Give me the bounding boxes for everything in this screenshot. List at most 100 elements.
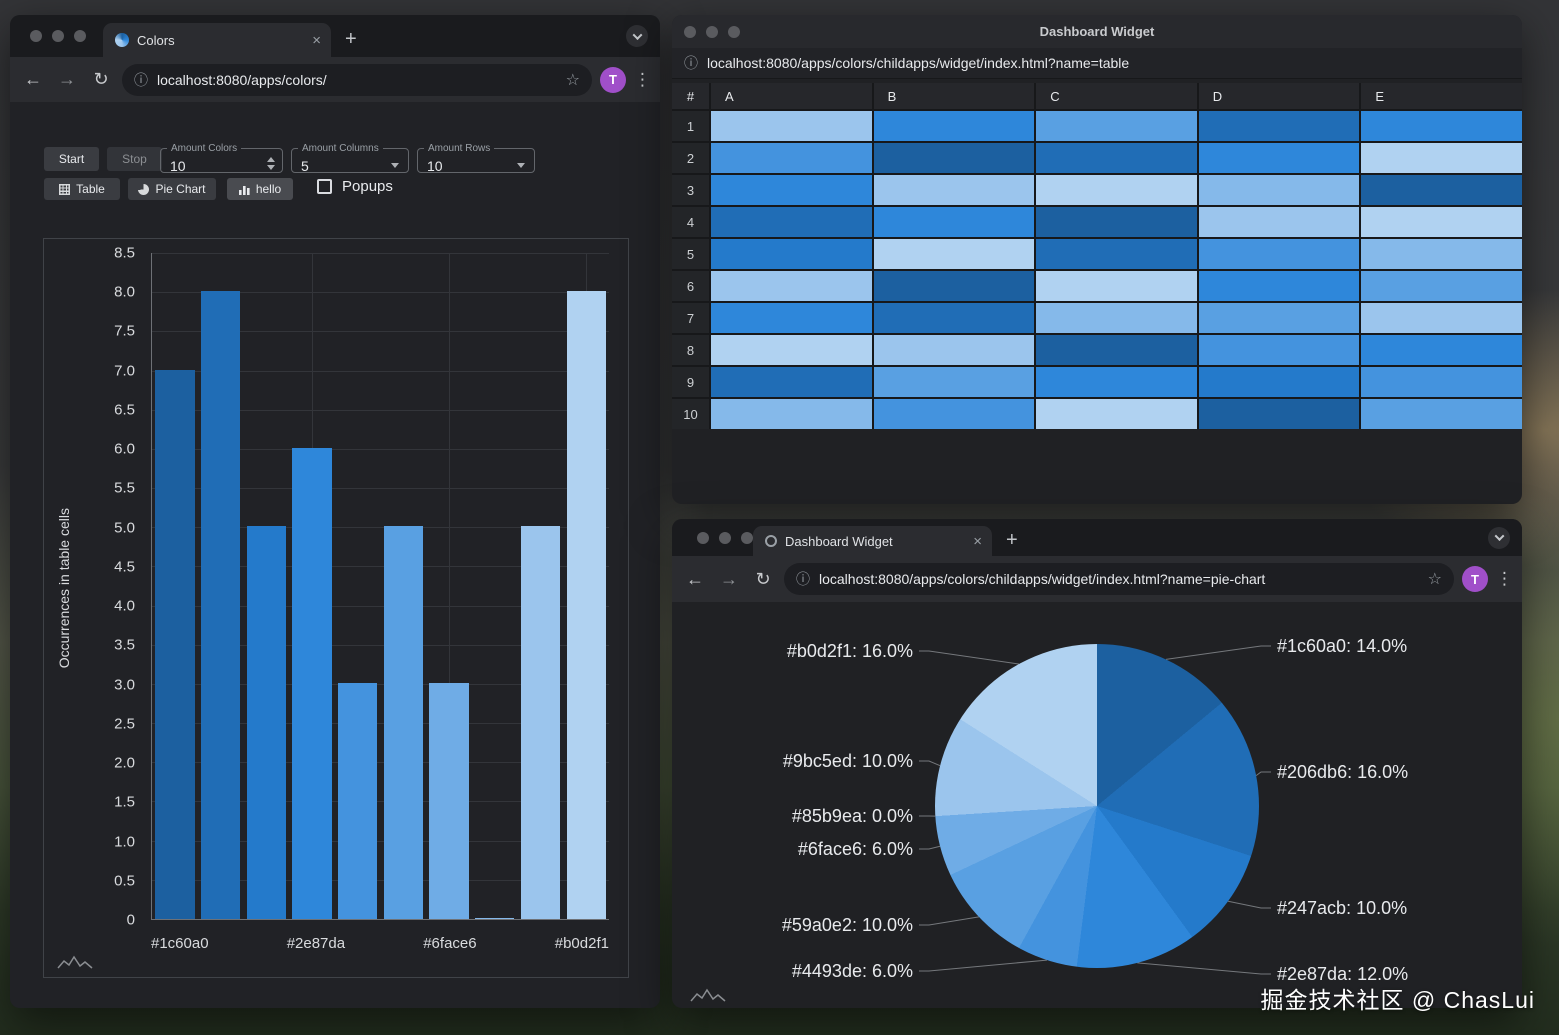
- row-number-cell: 9: [672, 367, 709, 397]
- bar-slot: [198, 253, 244, 919]
- row-number-cell: 6: [672, 271, 709, 301]
- y-axis-tick-labels: 0 0.5 1.0 1.5 2.0 2.5 3.0 3.5 4.0 4.5 5.0 5.5 6.0 6.5…: [44, 245, 143, 929]
- close-window-button[interactable]: [30, 30, 42, 42]
- dropdown-arrow-icon[interactable]: [391, 163, 399, 168]
- maximize-window-button[interactable]: [741, 531, 753, 544]
- back-button[interactable]: ←: [686, 568, 704, 589]
- y-axis-tick-label: 3.0: [114, 676, 135, 694]
- amount-colors-field[interactable]: Amount Colors 10: [160, 143, 283, 174]
- minimize-window-button[interactable]: [719, 531, 731, 544]
- table-header-cell: #: [672, 83, 709, 109]
- horizontal-gridline: [152, 644, 609, 646]
- new-tab-button[interactable]: +: [1006, 529, 1018, 551]
- tab-search-button[interactable]: [1488, 526, 1510, 549]
- bar: [566, 291, 606, 919]
- pie-leader-line: [1227, 900, 1271, 909]
- new-tab-button[interactable]: +: [345, 28, 357, 50]
- color-cell: [711, 207, 872, 237]
- amount-columns-value[interactable]: 5: [301, 158, 309, 174]
- pie-chart-button[interactable]: Pie Chart: [128, 178, 216, 200]
- row-number-cell: 2: [672, 143, 709, 173]
- reload-button[interactable]: ↻: [93, 69, 109, 89]
- amount-columns-field[interactable]: Amount Columns 5: [291, 143, 409, 174]
- dropdown-arrow-icon[interactable]: [517, 163, 525, 168]
- site-info-icon[interactable]: ⓘ: [684, 55, 698, 71]
- widget-favicon: [765, 535, 777, 547]
- close-tab-icon[interactable]: ×: [973, 532, 982, 550]
- stop-button[interactable]: Stop: [107, 147, 162, 171]
- widget-window-pie-chart: Dashboard Widget × + ← → ↻ ⓘ localhost:8…: [672, 519, 1522, 1008]
- minimize-window-button[interactable]: [52, 30, 64, 42]
- forward-button[interactable]: →: [58, 69, 76, 89]
- close-tab-icon[interactable]: ×: [312, 31, 321, 49]
- bar-slot: [289, 253, 335, 919]
- horizontal-gridline: [152, 879, 609, 881]
- back-button[interactable]: ←: [24, 69, 42, 89]
- pie-slice-label: #1c60a0: 14.0%: [1277, 636, 1408, 656]
- stepper-down-icon[interactable]: [267, 165, 275, 170]
- amount-rows-field[interactable]: Amount Rows 10: [417, 143, 535, 174]
- x-axis-tick-label: #2e87da: [286, 935, 346, 952]
- tab-search-button[interactable]: [626, 25, 648, 47]
- popups-checkbox[interactable]: [317, 179, 332, 194]
- browser-menu-icon[interactable]: ⋮: [634, 69, 651, 89]
- url-text[interactable]: localhost:8080/apps/colors/childapps/wid…: [707, 55, 1130, 71]
- tab-colors[interactable]: Colors ×: [103, 23, 331, 57]
- site-info-icon[interactable]: ⓘ: [134, 71, 148, 88]
- row-number-cell: 10: [672, 399, 709, 429]
- reload-button[interactable]: ↻: [755, 568, 771, 589]
- maximize-window-button[interactable]: [74, 30, 86, 42]
- address-bar[interactable]: ⓘ localhost:8080/apps/colors/ ☆: [122, 63, 592, 96]
- bar: [520, 526, 561, 919]
- y-axis-tick-label: 4.0: [114, 597, 135, 615]
- table-header-cell: B: [873, 83, 1035, 109]
- color-cell: [1361, 175, 1522, 205]
- hello-button-label: hello: [255, 182, 282, 196]
- color-cell: [1198, 239, 1360, 269]
- table-button[interactable]: Table: [44, 178, 120, 200]
- minimize-window-button[interactable]: [706, 25, 718, 38]
- table-header-cell: E: [1361, 83, 1522, 109]
- bookmark-star-icon[interactable]: ☆: [565, 71, 580, 89]
- color-cell: [1361, 335, 1522, 365]
- address-bar[interactable]: ⓘ localhost:8080/apps/colors/childapps/w…: [672, 48, 1522, 79]
- horizontal-gridline: [152, 448, 609, 450]
- start-button[interactable]: Start: [44, 147, 99, 171]
- close-window-button[interactable]: [684, 25, 696, 38]
- site-info-icon[interactable]: ⓘ: [796, 571, 810, 587]
- close-window-button[interactable]: [697, 531, 709, 544]
- color-cell: [1198, 303, 1360, 333]
- color-cell: [1198, 111, 1360, 141]
- profile-avatar[interactable]: T: [1462, 566, 1488, 592]
- amount-colors-value[interactable]: 10: [170, 158, 186, 174]
- address-bar[interactable]: ⓘ localhost:8080/apps/colors/childapps/w…: [784, 563, 1454, 595]
- color-cell: [1036, 367, 1197, 397]
- row-number-cell: 7: [672, 303, 709, 333]
- url-text[interactable]: localhost:8080/apps/colors/childapps/wid…: [819, 571, 1266, 587]
- pie-leader-line: [919, 916, 979, 926]
- y-axis-tick-label: 2.0: [114, 754, 135, 772]
- maximize-window-button[interactable]: [728, 25, 740, 38]
- color-cell: [1036, 335, 1197, 365]
- bookmark-star-icon[interactable]: ☆: [1427, 571, 1442, 588]
- widget-window-table: Dashboard Widget ⓘ localhost:8080/apps/c…: [672, 15, 1522, 504]
- sparkline-icon: [57, 955, 93, 969]
- colors-app-content: Start Stop Amount Colors 10 Amount Colum…: [10, 102, 660, 1008]
- horizontal-gridline: [152, 605, 609, 607]
- forward-button[interactable]: →: [720, 568, 738, 589]
- pie-leader-line: [919, 845, 941, 850]
- window-controls: [697, 531, 753, 544]
- tab-dashboard-widget[interactable]: Dashboard Widget ×: [753, 526, 992, 556]
- browser-menu-icon[interactable]: ⋮: [1496, 569, 1513, 588]
- url-text[interactable]: localhost:8080/apps/colors/: [157, 71, 327, 88]
- pie-chart: [935, 644, 1259, 968]
- bar-chart: Occurrences in table cells 0 0.5 1.0 1.5 2.0…: [43, 238, 629, 978]
- y-axis-tick-label: 5.5: [114, 479, 135, 497]
- horizontal-gridline: [152, 683, 609, 685]
- amount-rows-value[interactable]: 10: [427, 158, 443, 174]
- stepper-up-icon[interactable]: [267, 157, 275, 162]
- number-stepper[interactable]: [267, 157, 275, 170]
- hello-button[interactable]: hello: [227, 178, 293, 200]
- profile-avatar[interactable]: T: [600, 66, 626, 93]
- pie-leader-line: [919, 959, 1047, 972]
